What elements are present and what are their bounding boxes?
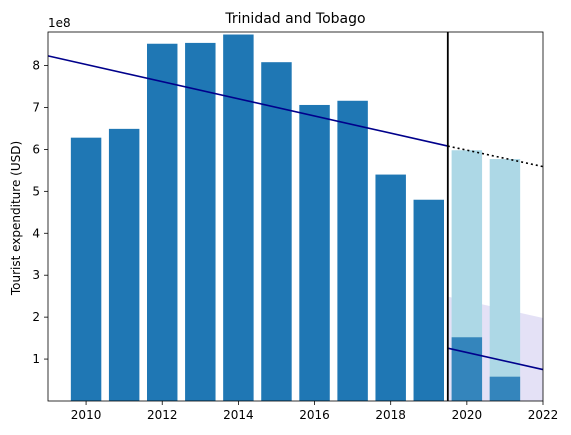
bar-1-2021 bbox=[489, 159, 521, 401]
y-axis-label: Tourist expenditure (USD) bbox=[9, 141, 23, 296]
bar-0-2011 bbox=[108, 128, 140, 402]
y-tick-label-7: 7 bbox=[32, 100, 40, 114]
plot-frame bbox=[47, 31, 544, 402]
bar-0-2019 bbox=[413, 199, 444, 401]
x-tick-label-2022: 2022 bbox=[528, 408, 559, 422]
x-tick-label-2010: 2010 bbox=[71, 408, 102, 422]
y-tick-label-6: 6 bbox=[32, 142, 40, 156]
x-tick-label-2018: 2018 bbox=[375, 408, 406, 422]
trend-line-1 bbox=[447, 145, 544, 168]
y-tick-label-8: 8 bbox=[32, 59, 40, 73]
x-tick-label-2014: 2014 bbox=[223, 408, 254, 422]
bar-0-2017 bbox=[337, 100, 368, 401]
y-tick-label-2: 2 bbox=[32, 310, 40, 324]
y-scale-label: 1e8 bbox=[48, 16, 71, 30]
y-tick-label-5: 5 bbox=[32, 184, 40, 198]
bar-2-2021 bbox=[489, 376, 521, 401]
plot-area bbox=[47, 32, 544, 402]
bar-0-2018 bbox=[375, 174, 406, 401]
y-tick-label-4: 4 bbox=[32, 226, 40, 240]
bar-0-2012 bbox=[147, 43, 178, 402]
chart-title: Trinidad and Tobago bbox=[224, 11, 365, 27]
y-tick-label-1: 1 bbox=[32, 352, 40, 366]
bar-2-2020 bbox=[451, 337, 483, 401]
y-tick-label-3: 3 bbox=[32, 268, 40, 282]
bar-0-2015 bbox=[261, 62, 292, 401]
axes: 2010 2012 2014 2016 2018 2020 2022 1 2 3 4 5 6 7 8 bbox=[32, 59, 558, 422]
x-tick-label-2020: 2020 bbox=[452, 408, 483, 422]
x-tick-label-2012: 2012 bbox=[147, 408, 178, 422]
trend-line-0 bbox=[47, 55, 448, 147]
bar-0-2010 bbox=[70, 137, 102, 401]
bar-0-2016 bbox=[299, 104, 330, 401]
x-tick-label-2016: 2016 bbox=[299, 408, 330, 422]
bar-0-2013 bbox=[185, 42, 216, 401]
trend-line-2 bbox=[447, 347, 544, 371]
bar-0-2014 bbox=[223, 34, 254, 402]
